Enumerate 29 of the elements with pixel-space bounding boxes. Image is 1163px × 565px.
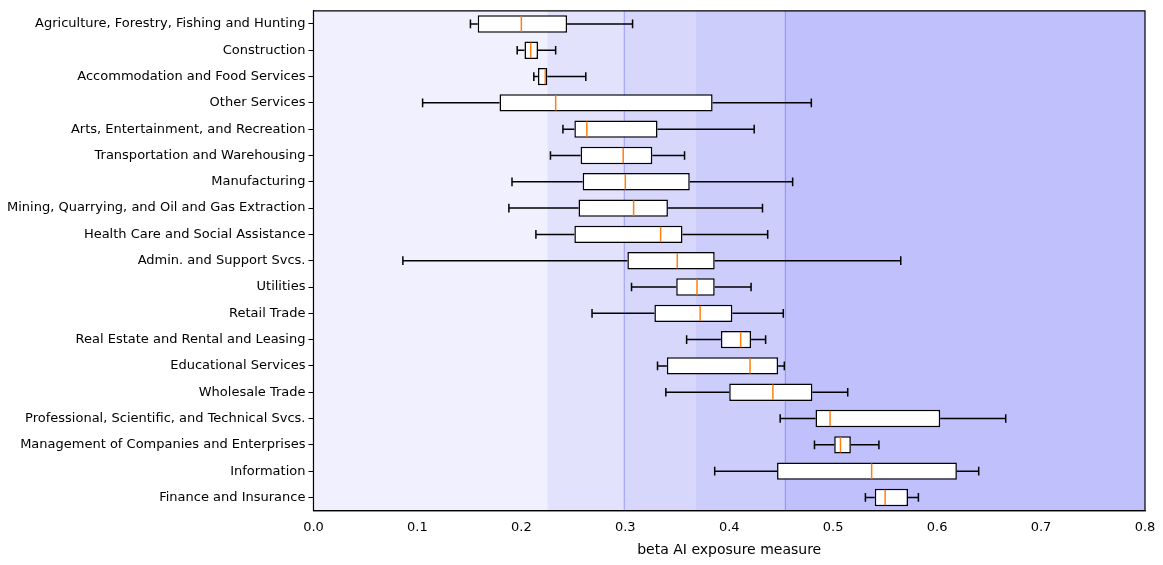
x-tick-label: 0.6 [926,518,948,534]
y-tick-label: Real Estate and Rental and Leasing [75,330,306,346]
x-tick-label: 0.0 [303,518,324,534]
x-tick-label: 0.4 [718,518,740,534]
x-tick-label: 0.2 [511,518,532,534]
x-tick-label: 0.3 [614,518,636,534]
y-tick-label: Management of Companies and Enterprises [20,436,306,452]
y-tick-label: Arts, Entertainment, and Recreation [70,120,306,136]
y-tick-label: Admin. and Support Svcs. [137,252,306,268]
y-tick-label: Mining, Quarrying, and Oil and Gas Extraction [6,199,306,215]
y-tick-label: Construction [222,41,306,57]
y-tick-label: Utilities [256,278,306,294]
y-tick-label: Retail Trade [229,304,306,320]
y-tick-label: Information [230,462,306,478]
y-tick-label: Professional, Scientific, and Technical Svcs. [25,409,306,425]
y-tick-label: Wholesale Trade [198,383,306,399]
y-tick-label: Other Services [209,94,306,110]
y-tick-label: Accommodation and Food Services [77,67,306,83]
y-tick-label: Transportation and Warehousing [93,146,306,162]
x-tick-label: 0.7 [1030,518,1052,534]
x-tick-label: 0.1 [407,518,428,534]
y-tick-label: Manufacturing [211,173,306,189]
x-tick-label: 0.5 [822,518,844,534]
x-axis-title: beta AI exposure measure [637,541,822,558]
y-tick-label: Agriculture, Forestry, Fishing and Hunting [35,15,306,31]
x-tick-label: 0.8 [1134,518,1156,534]
y-tick-label: Educational Services [170,357,306,373]
y-tick-label: Health Care and Social Assistance [83,225,306,241]
y-tick-label: Finance and Insurance [159,488,306,504]
